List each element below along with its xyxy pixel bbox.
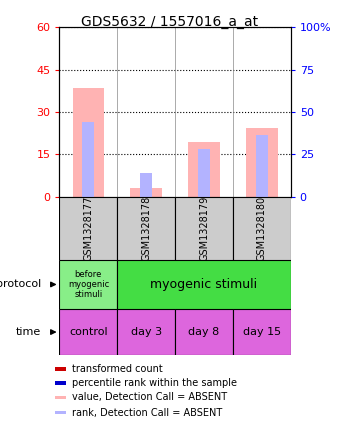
Text: protocol: protocol	[0, 280, 41, 289]
Text: day 15: day 15	[243, 327, 281, 337]
Text: transformed count: transformed count	[72, 364, 163, 374]
Bar	[55, 411, 66, 415]
Bar	[198, 149, 210, 197]
Text: day 3: day 3	[131, 327, 162, 337]
Text: day 8: day 8	[188, 327, 220, 337]
Bar	[55, 396, 66, 399]
Text: rank, Detection Call = ABSENT: rank, Detection Call = ABSENT	[72, 408, 223, 418]
Text: GSM1328180: GSM1328180	[257, 196, 267, 261]
Bar	[117, 309, 175, 355]
Text: percentile rank within the sample: percentile rank within the sample	[72, 378, 237, 388]
Bar	[55, 367, 66, 371]
Bar	[72, 88, 104, 197]
Text: GSM1328178: GSM1328178	[141, 196, 151, 261]
Bar	[175, 309, 233, 355]
Bar	[59, 309, 117, 355]
Text: control: control	[69, 327, 108, 337]
Bar	[59, 197, 117, 260]
Bar	[246, 128, 278, 197]
Bar	[82, 122, 95, 197]
Bar	[188, 142, 220, 197]
Bar	[140, 173, 152, 197]
Text: GSM1328179: GSM1328179	[199, 196, 209, 261]
Bar	[233, 197, 291, 260]
Bar	[117, 197, 175, 260]
Bar	[256, 135, 268, 197]
Text: myogenic stimuli: myogenic stimuli	[150, 278, 258, 291]
Text: GSM1328177: GSM1328177	[83, 196, 94, 261]
Text: time: time	[16, 327, 41, 337]
Bar	[233, 309, 291, 355]
Text: GDS5632 / 1557016_a_at: GDS5632 / 1557016_a_at	[82, 15, 258, 29]
Bar	[130, 188, 162, 197]
Bar	[175, 197, 233, 260]
Bar	[55, 381, 66, 385]
Bar	[59, 260, 117, 309]
Text: value, Detection Call = ABSENT: value, Detection Call = ABSENT	[72, 393, 227, 402]
Text: before
myogenic
stimuli: before myogenic stimuli	[68, 269, 109, 299]
Bar	[117, 260, 291, 309]
